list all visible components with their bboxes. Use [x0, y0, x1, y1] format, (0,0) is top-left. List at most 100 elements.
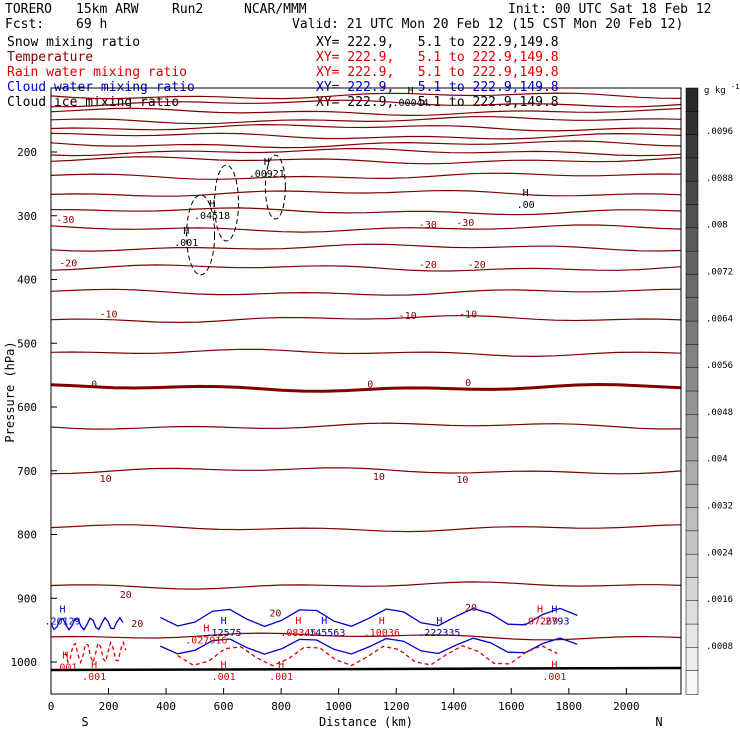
colorbar-step: [685, 320, 699, 346]
colorbar-tick-label: .008: [706, 221, 728, 231]
maximum-marker: H: [321, 616, 327, 627]
isotherm-line: [50, 132, 682, 140]
maximum-value-label: .001: [542, 672, 566, 683]
x-tick-label: 1000: [325, 700, 352, 713]
legend-temperature: Temperature: [7, 50, 94, 65]
maximum-marker: H: [62, 650, 68, 661]
colorbar-step: [685, 367, 699, 392]
x-tick-label: 1400: [440, 700, 467, 713]
rain-water-contour: [177, 644, 558, 667]
isotherm-line: [50, 467, 682, 475]
isotherm-line: [50, 140, 682, 149]
maximum-marker: H: [278, 660, 284, 671]
y-axis-title: Pressure (hPa): [3, 341, 17, 442]
xy-cloud-ice: XY= 222.9, 5.1 to 222.9,149.8: [316, 95, 559, 110]
colorbar: .0096 .0088 .008 .0072 .0064 .0056 .0048 .004 .0…: [685, 87, 733, 695]
colorbar-unit: g kg: [704, 86, 726, 96]
maximum-value-label: .001: [269, 672, 293, 683]
colorbar-tick-label: .0056: [706, 361, 733, 371]
cloud-water-contour: [50, 616, 124, 631]
maximum-marker: H: [379, 616, 385, 627]
legend-snow: Snow mixing ratio: [7, 35, 141, 50]
colorbar-step: [685, 157, 699, 182]
run-label: Run2: [172, 2, 204, 17]
temperature-contour-label: 10: [100, 474, 112, 485]
y-tick-label: 300: [17, 210, 37, 223]
isotherm-line: [50, 264, 682, 272]
maximum-marker: H: [209, 199, 215, 210]
maximum-marker: H: [537, 604, 543, 615]
forecast-hours: 69 h: [76, 17, 108, 32]
maximum-value-label: .00921: [249, 169, 285, 180]
maximum-value-label: .10036: [364, 628, 400, 639]
temperature-contour-label: 10: [456, 475, 468, 486]
maximum-value-label: .07269: [522, 616, 558, 627]
isotherm-line: [50, 116, 682, 125]
x-tick-label: 600: [214, 700, 234, 713]
x-tick-label: 2000: [613, 700, 640, 713]
snow-contour: [213, 164, 239, 242]
temperature-contour-label: 20: [465, 603, 477, 614]
colorbar-step: [685, 553, 699, 579]
maximum-marker: H: [221, 660, 227, 671]
isotherm-line: [50, 224, 682, 233]
temperature-contour-label: 10: [373, 472, 385, 483]
temperature-contour-label: -30: [419, 220, 437, 231]
maximum-marker: H: [183, 226, 189, 237]
colorbar-tick-label: .0024: [706, 548, 733, 558]
x-tick-label: 400: [156, 700, 176, 713]
isotherm-line: [50, 172, 682, 180]
colorbar-tick-label: .0032: [706, 502, 733, 512]
colorbar-step: [685, 180, 699, 206]
model-title: TORERO: [5, 2, 52, 17]
isotherm-line: [51, 99, 682, 108]
isotherm-line: [50, 315, 682, 324]
temperature-contour-label: -10: [459, 309, 477, 320]
org-label: NCAR/MMM: [244, 2, 307, 17]
colorbar-tick-label: .0088: [706, 174, 733, 184]
colorbar-step: [685, 577, 699, 602]
temperature-contour-label: -10: [100, 309, 118, 320]
isotherm-line: [50, 147, 682, 157]
colorbar-tick-label: .0072: [706, 267, 733, 277]
maximum-value-label: .027916: [185, 636, 227, 647]
colorbar-tick-label: .0096: [706, 127, 733, 137]
maximum-marker: H: [264, 157, 270, 168]
x-axis-title: Distance (km): [319, 715, 413, 729]
colorbar-tick-label: .0016: [706, 595, 733, 605]
plot-frame: [50, 87, 682, 695]
temperature-contour-label: -30: [56, 215, 74, 226]
maximum-value-label: .04518: [194, 211, 230, 222]
maximum-marker: H: [523, 188, 529, 199]
temperature-contour-label: 0: [367, 379, 373, 390]
resolution-label: 15km ARW: [76, 2, 139, 17]
temperature-contour-label: 20: [131, 619, 143, 630]
colorbar-tick-label: .0048: [706, 408, 733, 418]
cloud-water-contour: [160, 607, 578, 628]
colorbar-step: [685, 483, 699, 509]
isotherm-line: [50, 189, 682, 197]
maximum-marker: H: [551, 660, 557, 671]
y-tick-label: 800: [17, 529, 37, 542]
maximum-value-label: .2793: [539, 616, 569, 627]
maximum-value-label: .08345: [280, 628, 316, 639]
colorbar-tick-label: .004: [706, 455, 728, 465]
xy-temperature: XY= 222.9, 5.1 to 222.9,149.8: [316, 50, 559, 65]
isotherm-line: [50, 382, 682, 393]
maximum-value-label: .00044: [393, 98, 429, 109]
x-tick-label: 800: [271, 700, 291, 713]
temperature-contour-label: -20: [419, 260, 437, 271]
y-tick-label: 600: [17, 401, 37, 414]
colorbar-tick-label: .0064: [706, 314, 733, 324]
y-tick-label: 400: [17, 274, 37, 287]
colorbar-step: [685, 460, 699, 485]
legend-rain: Rain water mixing ratio: [7, 65, 188, 80]
x-tick-label: 200: [99, 700, 119, 713]
temperature-contour-label: 20: [269, 608, 281, 619]
south-label: S: [81, 715, 88, 729]
maximum-marker: H: [221, 616, 227, 627]
xy-snow: XY= 222.9, 5.1 to 222.9,149.8: [316, 35, 559, 50]
colorbar-step: [685, 670, 699, 695]
maximum-marker: H: [91, 660, 97, 671]
